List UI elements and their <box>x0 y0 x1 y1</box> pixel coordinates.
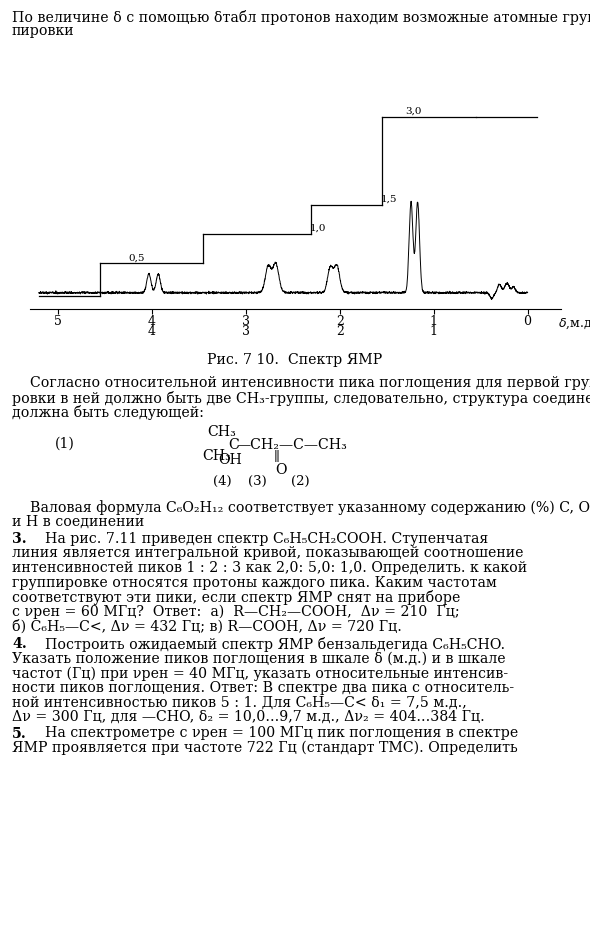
Text: 3.: 3. <box>12 532 27 546</box>
Text: Указать положение пиков поглощения в шкале δ (м.д.) и в шкале: Указать положение пиков поглощения в шка… <box>12 652 506 666</box>
Text: Валовая формула C₆O₂H₁₂ соответствует указанному содержанию (%) C, O: Валовая формула C₆O₂H₁₂ соответствует ук… <box>12 500 590 514</box>
Text: ЯМР проявляется при частоте 722 Гц (стандарт ТМС). Определить: ЯМР проявляется при частоте 722 Гц (стан… <box>12 741 518 755</box>
Text: группировке относятся протоны каждого пика. Каким частотам: группировке относятся протоны каждого пи… <box>12 575 497 590</box>
Text: пировки: пировки <box>12 25 74 38</box>
Text: частот (Гц) при νрен = 40 МГц, указать относительные интенсив-: частот (Гц) при νрен = 40 МГц, указать о… <box>12 667 508 681</box>
Text: Δν = 300 Гц, для —CHO, δ₂ = 10,0...9,7 м.д., Δν₂ = 404...384 Гц.: Δν = 300 Гц, для —CHO, δ₂ = 10,0...9,7 м… <box>12 710 485 724</box>
Text: 3: 3 <box>242 325 250 339</box>
Text: (3): (3) <box>248 475 267 488</box>
Text: —CH₂—C—CH₃: —CH₂—C—CH₃ <box>236 438 347 452</box>
Text: интенсивностей пиков 1 : 2 : 3 как 2,0: 5,0: 1,0. Определить. к какой: интенсивностей пиков 1 : 2 : 3 как 2,0: … <box>12 561 527 575</box>
Text: ровки в ней должно быть две CH₃-группы, следовательно, структура соединения: ровки в ней должно быть две CH₃-группы, … <box>12 391 590 405</box>
Text: 4.: 4. <box>12 637 27 651</box>
Text: На спектрометре с νрен = 100 МГц пик поглощения в спектре: На спектрометре с νрен = 100 МГц пик пог… <box>27 727 518 741</box>
Text: По величине δ с помощью δтабл протонов находим возможные атомные груп-: По величине δ с помощью δтабл протонов н… <box>12 10 590 25</box>
Text: ности пиков поглощения. Ответ: В спектре два пика с относитель-: ности пиков поглощения. Ответ: В спектре… <box>12 681 514 695</box>
Text: соответствуют эти пики, если спектр ЯМР снят на приборе: соответствуют эти пики, если спектр ЯМР … <box>12 590 460 605</box>
Text: 0,5: 0,5 <box>128 253 145 262</box>
Text: 2: 2 <box>336 325 343 339</box>
Text: CH₃: CH₃ <box>207 425 236 439</box>
Text: 5.: 5. <box>12 727 27 741</box>
Text: O: O <box>275 463 287 477</box>
Text: C: C <box>228 438 239 452</box>
Text: (2): (2) <box>291 475 310 488</box>
Text: с νрен = 60 МГц?  Ответ:  a)  R—CH₂—COOH,  Δν = 210  Гц;: с νрен = 60 МГц? Ответ: a) R—CH₂—COOH, Δ… <box>12 605 460 619</box>
Text: Построить ожидаемый спектр ЯМР бензальдегида C₆H₅CHO.: Построить ожидаемый спектр ЯМР бензальде… <box>27 637 505 652</box>
Text: должна быть следующей:: должна быть следующей: <box>12 405 204 420</box>
Text: OH: OH <box>218 453 242 467</box>
Text: 1,0: 1,0 <box>310 224 326 233</box>
Text: линия является интегральной кривой, показывающей соотношение: линия является интегральной кривой, пока… <box>12 547 523 560</box>
Text: CH₃: CH₃ <box>202 449 231 463</box>
Text: Согласно относительной интенсивности пика поглощения для первой группи-: Согласно относительной интенсивности пик… <box>12 376 590 390</box>
Text: 3,0: 3,0 <box>405 107 422 116</box>
Text: 1: 1 <box>430 325 438 339</box>
Text: 4: 4 <box>148 325 156 339</box>
Text: На рис. 7.11 приведен спектр C₆H₅CH₂COOH. Ступенчатая: На рис. 7.11 приведен спектр C₆H₅CH₂COOH… <box>27 532 489 546</box>
Text: $\delta$,м.д: $\delta$,м.д <box>558 316 590 331</box>
Text: Рис. 7 10.  Спектр ЯМР: Рис. 7 10. Спектр ЯМР <box>207 353 383 367</box>
Text: б) C₆H₅—C<, Δν = 432 Гц; в) R—COOH, Δν = 720 Гц.: б) C₆H₅—C<, Δν = 432 Гц; в) R—COOH, Δν =… <box>12 619 402 633</box>
Text: (4): (4) <box>213 475 232 488</box>
Text: (1): (1) <box>55 437 75 451</box>
Text: и H в соединении: и H в соединении <box>12 514 144 529</box>
Text: 1,5: 1,5 <box>381 195 398 204</box>
Text: ной интенсивностью пиков 5 : 1. Для C₆H₅—C< δ₁ = 7,5 м.д.,: ной интенсивностью пиков 5 : 1. Для C₆H₅… <box>12 695 467 709</box>
Text: ∥: ∥ <box>274 451 280 464</box>
